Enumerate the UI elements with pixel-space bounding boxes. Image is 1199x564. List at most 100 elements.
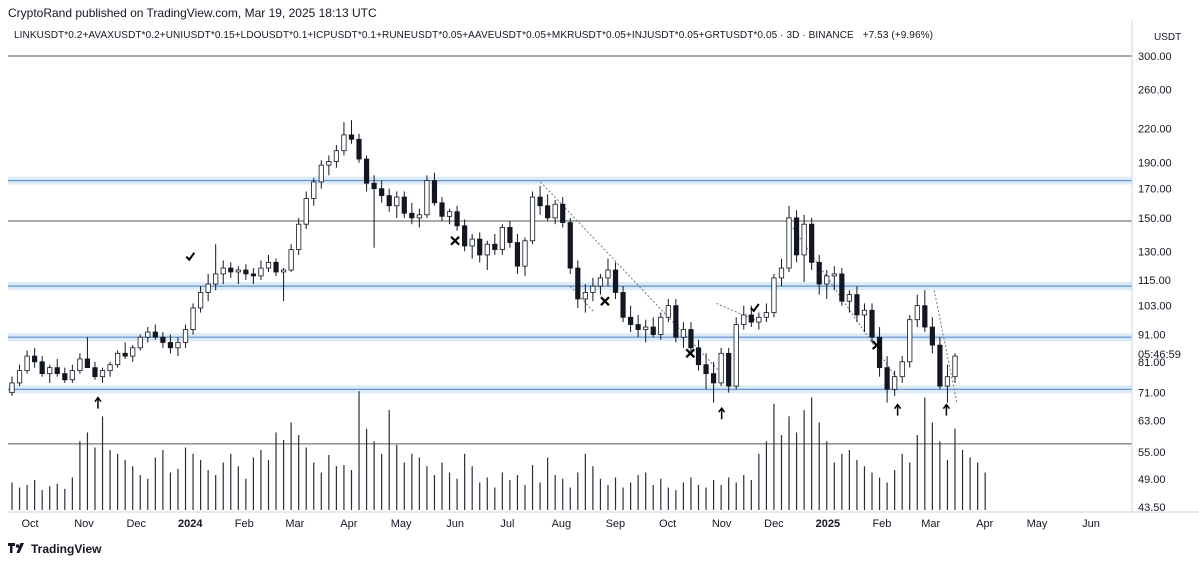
volume-bars [11, 391, 986, 510]
time-tick-label: Nov [74, 518, 94, 530]
time-tick-label: 2024 [178, 518, 203, 530]
price-tick-label: 220.00 [1138, 123, 1172, 135]
price-tick-label: 260.00 [1138, 84, 1172, 96]
candle-body [628, 316, 634, 325]
candle-body [922, 305, 928, 328]
time-tick-label: Dec [764, 518, 784, 530]
cross-icon [871, 340, 882, 350]
candle-body [24, 355, 30, 372]
candle-body [197, 292, 204, 309]
time-tick-label: Sep [606, 518, 626, 530]
candle-body [597, 277, 604, 287]
candle-body [32, 355, 38, 363]
candle-body [507, 227, 513, 243]
candle-body [522, 240, 528, 267]
time-axis[interactable]: Oct Nov Dec 2024 Feb Mar Apr May Jun Jul Aug Sep Oct… [21, 518, 1099, 530]
price-tick-label: 190.00 [1138, 158, 1172, 170]
candle-body [265, 261, 272, 269]
time-tick-label: Mar [285, 518, 304, 530]
trendlines [540, 181, 958, 403]
candle-body [243, 269, 249, 275]
price-tick-label: 103.00 [1138, 301, 1172, 313]
candle-body [492, 243, 498, 250]
candle-body [318, 164, 324, 183]
cross-icon [450, 235, 460, 246]
tradingview-logo-icon [8, 543, 24, 553]
horizontal-levels [8, 55, 1132, 445]
candle-body [54, 367, 60, 375]
time-tick-label: Jun [446, 518, 464, 530]
check-icon [185, 252, 196, 262]
candle-body [710, 373, 717, 384]
candle-body [552, 203, 558, 219]
tradingview-logo[interactable]: TradingView [8, 542, 101, 556]
candle-body [688, 329, 694, 349]
candle-body [250, 273, 257, 277]
candle-body [409, 212, 415, 219]
candle-body [861, 309, 868, 316]
time-tick-label: May [1027, 518, 1048, 530]
candle-body [665, 305, 671, 318]
last-price-tag: 05:46:59 [1138, 349, 1181, 361]
price-axis[interactable]: USDT 300.00 260.00 220.00 190.00 170.00 150.0… [1138, 32, 1181, 514]
candle-body [273, 261, 279, 273]
candle-body [899, 361, 905, 378]
candle-body [801, 223, 807, 256]
candle-body [944, 376, 951, 387]
candle-body [831, 273, 837, 277]
trendline [933, 290, 958, 403]
candle-body [446, 211, 453, 217]
price-tick-label: 115.00 [1138, 275, 1171, 287]
candle-body [326, 161, 332, 166]
candle-body [718, 352, 724, 384]
candle-body [190, 307, 196, 330]
candle-body [680, 329, 687, 338]
candle-body [575, 267, 581, 300]
candle-body [545, 205, 551, 219]
candle-body [778, 267, 785, 279]
candle-body [726, 352, 732, 387]
candle-body [341, 134, 347, 152]
candle-body [612, 269, 619, 293]
cross-icon [600, 296, 610, 306]
candle-body [92, 367, 98, 378]
price-tick-label: 71.00 [1138, 388, 1166, 400]
time-tick-label: Apr [976, 518, 993, 530]
time-tick-label: May [391, 518, 412, 530]
candle-body [854, 294, 860, 316]
countdown-label: 05:46:59 [1138, 349, 1181, 361]
price-change: +7.53 (+9.96%) [862, 30, 934, 41]
price-tick-label: 63.00 [1138, 415, 1166, 427]
candle-body [167, 342, 174, 349]
tradingview-brand: TradingView [31, 542, 102, 556]
up-arrow-icon [94, 396, 102, 409]
candle-body [145, 331, 151, 338]
candle-body [258, 267, 264, 277]
candle-body [824, 275, 830, 285]
price-tick-label: 81.00 [1138, 357, 1166, 369]
candle-body [296, 223, 302, 250]
trendline [540, 181, 723, 374]
candle-body [499, 227, 505, 250]
candle-body [311, 181, 317, 199]
candle-body [356, 138, 362, 160]
candle-body [99, 370, 106, 378]
candle-body [643, 326, 649, 330]
candle-body [424, 180, 430, 216]
candle-body [39, 361, 45, 375]
check-icon [750, 303, 760, 313]
candle-body [416, 214, 422, 219]
candle-body [514, 242, 521, 267]
up-arrow-icon [718, 406, 726, 420]
candle-body [122, 352, 128, 357]
symbol-name[interactable]: LINKUSDT*0.2+AVAXUSDT*0.2+UNIUSDT*0.15+L… [14, 30, 854, 41]
price-tick-label: 150.00 [1138, 213, 1172, 225]
candle-body [220, 267, 226, 275]
candle-body [235, 269, 241, 273]
time-tick-label: Jun [1082, 518, 1100, 530]
candle-body [793, 217, 800, 256]
candle-body [567, 222, 573, 269]
candle-body [288, 249, 294, 271]
candle-body [228, 267, 234, 273]
